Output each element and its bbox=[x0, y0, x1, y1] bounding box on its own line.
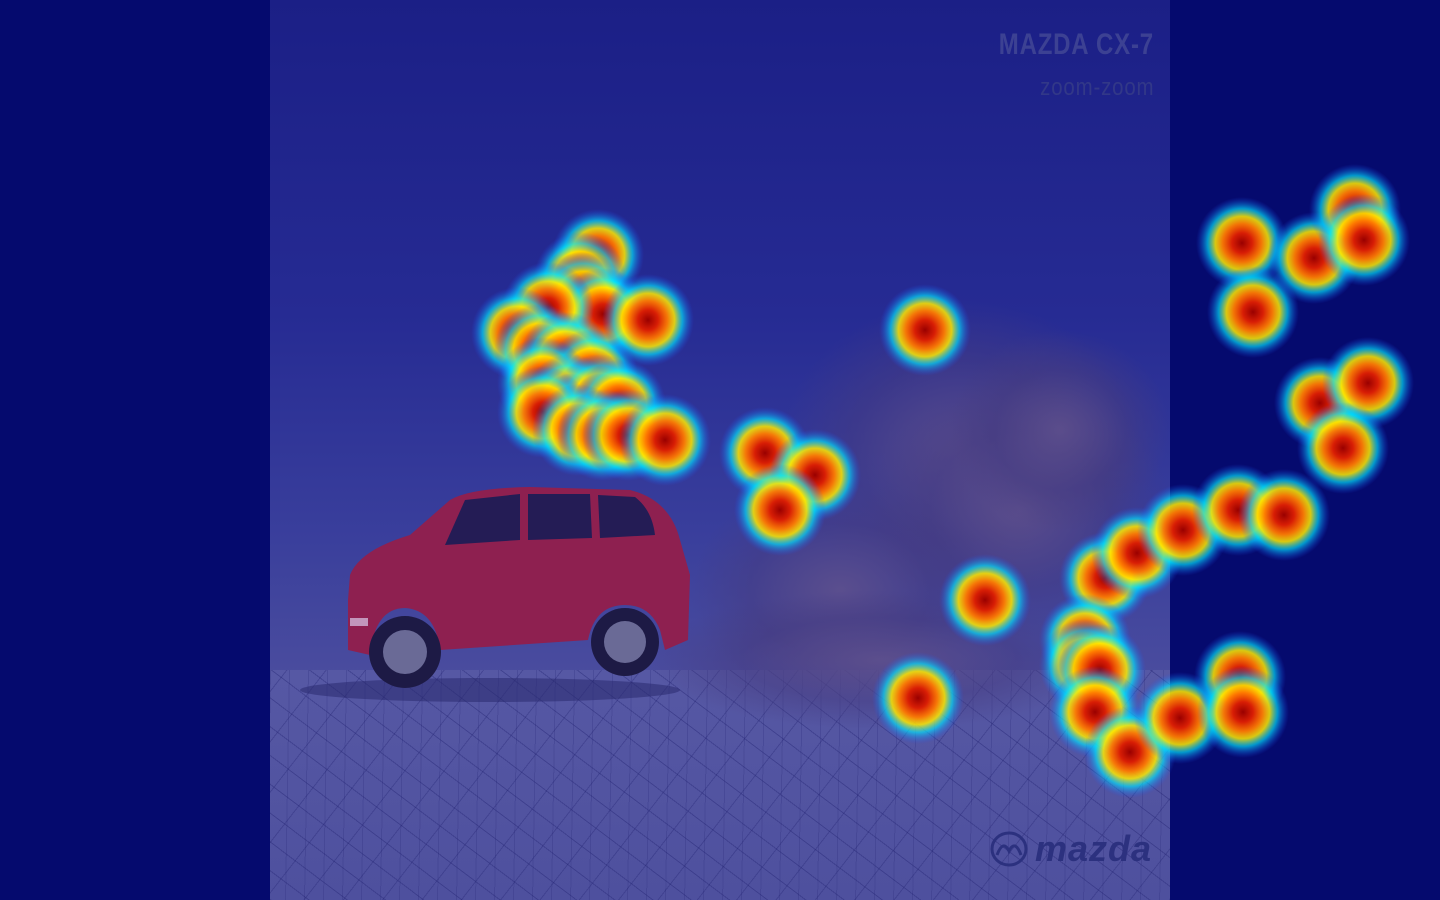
fixation-hotspot bbox=[1309, 164, 1401, 256]
brand-wordmark: mazda bbox=[1034, 828, 1152, 869]
mazda-logo-icon bbox=[990, 831, 1028, 867]
fixation-hotspot bbox=[1322, 337, 1414, 429]
fixation-hotspot bbox=[1297, 402, 1389, 494]
car-image bbox=[300, 487, 690, 702]
fixation-hotspot bbox=[1268, 212, 1360, 304]
advert-photo: MAZDA CX-7 zoom-zoom mazda bbox=[270, 0, 1170, 900]
fixation-hotspot bbox=[1207, 266, 1299, 358]
fixation-hotspot bbox=[1274, 357, 1366, 449]
tagline: zoom-zoom bbox=[1039, 74, 1154, 101]
fixation-hotspot bbox=[1196, 197, 1288, 289]
fixation-hotspot bbox=[1194, 631, 1286, 723]
fixation-hotspot bbox=[1238, 469, 1330, 561]
model-title: MAZDA CX-7 bbox=[998, 28, 1154, 61]
brand-logo: mazda bbox=[989, 828, 1152, 870]
fixation-hotspot bbox=[1318, 194, 1410, 286]
fixation-hotspot bbox=[1192, 464, 1284, 556]
fixation-hotspot bbox=[1197, 666, 1289, 758]
